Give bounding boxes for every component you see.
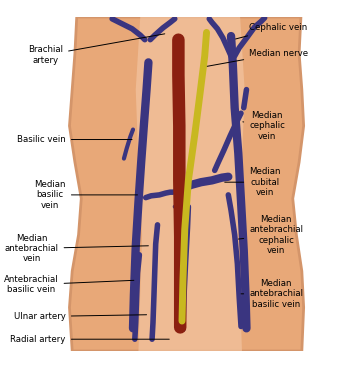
Text: Median
cephalic
vein: Median cephalic vein	[243, 111, 285, 141]
Text: Antebrachial
basilic vein: Antebrachial basilic vein	[4, 275, 134, 294]
Polygon shape	[136, 17, 245, 351]
Text: Median
antebrachial
basilic vein: Median antebrachial basilic vein	[241, 279, 303, 309]
Text: Ulnar artery: Ulnar artery	[14, 312, 146, 321]
Text: Median
basilic
vein: Median basilic vein	[34, 180, 137, 210]
Text: Median
antebrachial
vein: Median antebrachial vein	[5, 234, 149, 263]
Polygon shape	[69, 17, 304, 351]
Text: Cephalic vein: Cephalic vein	[236, 24, 307, 39]
Text: Median nerve: Median nerve	[206, 49, 308, 66]
Text: Median
cubital
vein: Median cubital vein	[225, 167, 281, 197]
Text: Basilic vein: Basilic vein	[17, 135, 132, 144]
Text: Radial artery: Radial artery	[10, 335, 169, 344]
Text: Median
antebrachial
cephalic
vein: Median antebrachial cephalic vein	[238, 215, 303, 255]
Text: Brachial
artery: Brachial artery	[28, 34, 165, 65]
